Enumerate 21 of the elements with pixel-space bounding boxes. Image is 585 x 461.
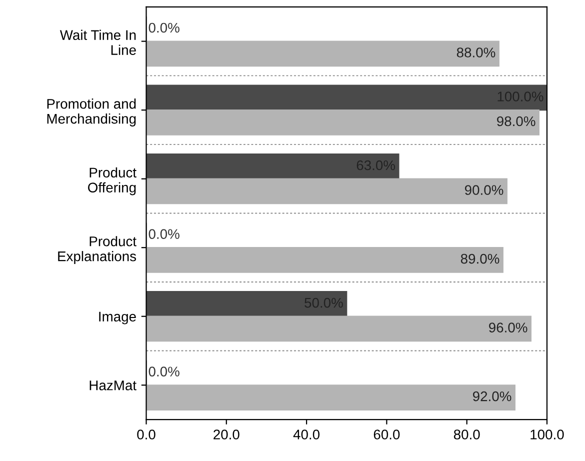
data-label: 90.0%	[464, 185, 504, 195]
y-tick-label: Product Explanations	[58, 236, 136, 264]
data-label: 92.0%	[472, 391, 512, 402]
x-tick-label: 0.0	[137, 430, 156, 440]
x-tick-label: 60.0	[374, 430, 400, 440]
y-tick-label: Wait Time In Line	[60, 30, 136, 55]
y-tick-label: Product Offering	[88, 167, 136, 196]
y-tick-label: Promotion and Merchandising	[47, 98, 136, 126]
data-label: 89.0%	[460, 254, 500, 264]
y-tick-label: Image	[99, 312, 136, 324]
data-label: 88.0%	[456, 48, 496, 58]
y-tick-label: HazMat	[90, 380, 136, 390]
data-label: 98.0%	[497, 116, 536, 126]
data-label: 0.0%	[148, 22, 180, 33]
data-label: 0.0%	[148, 366, 180, 376]
x-tick-label: 100.0	[530, 430, 564, 440]
data-label: 96.0%	[489, 322, 528, 332]
x-tick-label: 40.0	[293, 430, 320, 440]
data-label: 0.0%	[148, 229, 180, 239]
x-tick-label: 20.0	[214, 430, 240, 440]
x-tick-label: 80.0	[454, 430, 480, 440]
